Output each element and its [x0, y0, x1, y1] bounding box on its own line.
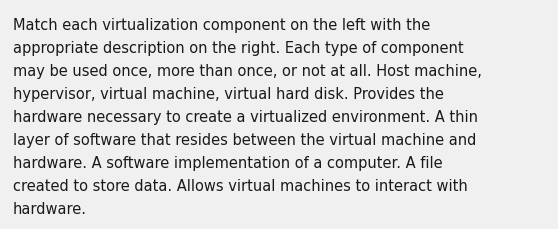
Text: appropriate description on the right. Each type of component: appropriate description on the right. Ea… [13, 41, 464, 56]
Text: created to store data. Allows virtual machines to interact with: created to store data. Allows virtual ma… [13, 178, 468, 193]
Text: Match each virtualization component on the left with the: Match each virtualization component on t… [13, 18, 430, 33]
Text: hypervisor, virtual machine, virtual hard disk. Provides the: hypervisor, virtual machine, virtual har… [13, 87, 444, 101]
Text: layer of software that resides between the virtual machine and: layer of software that resides between t… [13, 132, 477, 147]
Text: hardware necessary to create a virtualized environment. A thin: hardware necessary to create a virtualiz… [13, 109, 478, 124]
Text: hardware. A software implementation of a computer. A file: hardware. A software implementation of a… [13, 155, 442, 170]
Text: may be used once, more than once, or not at all. Host machine,: may be used once, more than once, or not… [13, 64, 482, 79]
Text: hardware.: hardware. [13, 201, 87, 216]
